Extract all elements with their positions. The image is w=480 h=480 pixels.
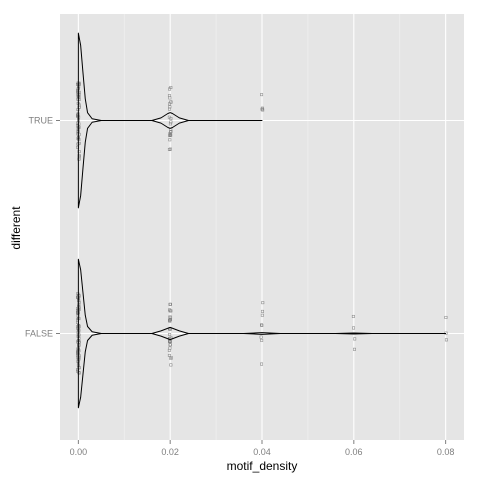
y-axis-ticks: FALSE TRUE	[25, 116, 60, 339]
data-point	[351, 314, 355, 318]
data-point	[260, 107, 264, 111]
data-point	[77, 122, 81, 126]
data-point	[169, 356, 173, 359]
data-point	[260, 362, 264, 366]
data-point	[169, 86, 173, 89]
y-axis-title: different	[9, 206, 23, 250]
data-point	[167, 348, 171, 352]
data-point	[168, 133, 172, 137]
data-point	[168, 122, 172, 126]
y-tick-label: TRUE	[29, 116, 54, 126]
data-point	[260, 323, 264, 327]
data-point	[168, 318, 172, 322]
data-point	[260, 313, 264, 317]
x-tick-label: 0.06	[345, 447, 363, 457]
minor-gridlines	[123, 14, 401, 440]
data-point	[168, 302, 172, 306]
violins	[77, 32, 447, 409]
data-point	[261, 309, 264, 313]
data-point	[167, 353, 171, 357]
data-point	[169, 363, 173, 367]
x-tick-label: 0.02	[161, 447, 179, 457]
data-point	[444, 315, 448, 319]
data-point	[260, 93, 264, 97]
data-point	[260, 338, 264, 342]
data-point	[168, 138, 172, 142]
data-point	[353, 337, 357, 341]
data-point	[352, 326, 356, 330]
data-point	[169, 100, 173, 104]
data-point	[168, 327, 172, 331]
data-point	[167, 147, 171, 151]
data-point	[353, 347, 356, 351]
x-tick-label: 0.04	[253, 447, 271, 457]
data-point	[168, 96, 172, 100]
x-axis-title: motif_density	[227, 459, 298, 473]
y-tick-label: FALSE	[25, 329, 53, 339]
data-point	[77, 343, 81, 347]
data-point	[168, 102, 171, 106]
data-point	[169, 317, 172, 321]
data-point	[261, 301, 265, 305]
data-point	[261, 108, 265, 112]
data-point	[260, 323, 263, 327]
data-point	[169, 120, 173, 124]
data-point	[77, 138, 81, 141]
data-point	[168, 309, 172, 313]
data-point	[169, 117, 173, 120]
violin-false	[77, 258, 447, 409]
data-point	[168, 339, 172, 343]
x-axis-ticks: 0.00 0.02 0.04 0.06 0.08	[70, 440, 455, 457]
violin-true	[77, 32, 263, 209]
data-point	[444, 338, 448, 342]
data-point	[77, 336, 81, 340]
data-point	[168, 343, 172, 347]
x-tick-label: 0.00	[70, 447, 88, 457]
data-point	[168, 333, 172, 336]
data-point	[168, 134, 172, 138]
x-tick-label: 0.08	[437, 447, 455, 457]
data-point	[259, 335, 263, 339]
data-point	[168, 107, 171, 111]
